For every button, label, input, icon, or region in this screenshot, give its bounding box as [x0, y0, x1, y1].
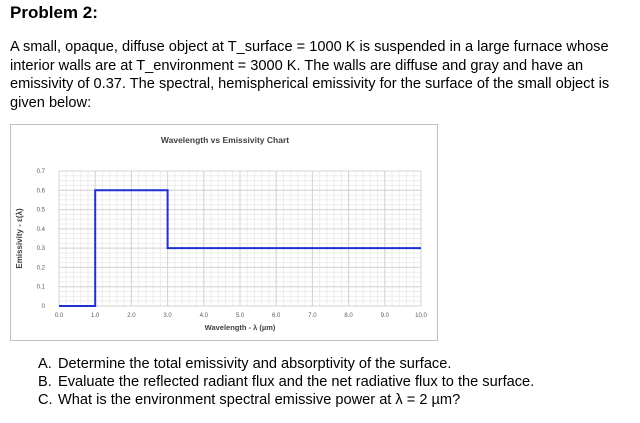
y-tick-label: 0 [42, 304, 46, 310]
x-tick-label: 2.0 [127, 313, 136, 319]
y-tick-label: 0.4 [37, 227, 46, 233]
y-tick-label: 0.6 [37, 188, 46, 194]
x-tick-label: 9.0 [381, 313, 390, 319]
x-tick-label: 0.0 [55, 313, 64, 319]
y-tick-label: 0.1 [37, 285, 46, 291]
x-tick-label: 4.0 [200, 313, 209, 319]
question-c: C. What is the environment spectral emiss… [38, 391, 534, 409]
series [59, 189, 421, 307]
x-tick-label: 1.0 [91, 313, 100, 319]
y-tick-label: 0.5 [37, 208, 46, 214]
question-b-letter: B. [38, 374, 52, 390]
y-tick-label: 0.7 [37, 169, 46, 175]
question-a-text: Determine the total emissivity and absor… [58, 356, 452, 372]
question-a-letter: A. [38, 356, 52, 372]
question-b-text: Evaluate the reflected radiant flux and … [58, 374, 535, 390]
question-a: A. Determine the total emissivity and abs… [38, 355, 534, 373]
problem-statement: A small, opaque, diffuse object at T_sur… [10, 39, 610, 111]
x-tick-label: 3.0 [163, 313, 172, 319]
series-line-0 [59, 189, 421, 307]
question-b: B. Evaluate the reflected radiant flux an… [38, 373, 534, 391]
chart-title: Wavelength vs Emissivity Chart [161, 135, 289, 145]
x-tick-label: 5.0 [236, 313, 245, 319]
x-tick-label: 10.0 [415, 313, 427, 319]
x-tick-label: 6.0 [272, 313, 281, 319]
question-c-text: What is the environment spectral emissiv… [58, 392, 461, 408]
x-axis-label: Wavelength - λ (µm) [205, 323, 276, 332]
y-axis-label: Emissivity - ε(λ) [15, 208, 24, 269]
x-tick-label: 7.0 [308, 313, 317, 319]
x-tick-label: 8.0 [344, 313, 353, 319]
problem-title: Problem 2: [10, 3, 98, 22]
y-tick-label: 0.2 [37, 265, 46, 271]
emissivity-chart: 0.0 1.0 2.0 3.0 4.0 5.0 6.0 7.0 8.0 9.0 10.0 0 0.1 0.… [10, 124, 438, 341]
y-tick-label: 0.3 [37, 246, 46, 252]
question-list: A. Determine the total emissivity and abs… [38, 355, 534, 409]
chart-svg: 0.0 1.0 2.0 3.0 4.0 5.0 6.0 7.0 8.0 9.0 10.0 0 0.1 0.… [15, 135, 427, 332]
question-c-letter: C. [38, 392, 53, 408]
labels: 0.0 1.0 2.0 3.0 4.0 5.0 6.0 7.0 8.0 9.0 10.0 0 0.1 0.… [15, 135, 427, 332]
